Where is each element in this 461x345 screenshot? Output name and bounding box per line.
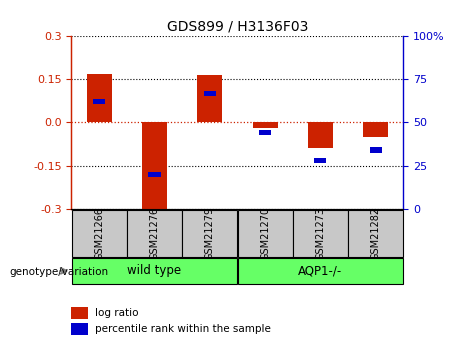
Text: AQP1-/-: AQP1-/- (298, 264, 343, 277)
Bar (363, 122, 388, 137)
Bar (127, 210, 182, 257)
Text: wild type: wild type (127, 264, 182, 277)
Bar (71, 323, 88, 335)
Bar (293, 210, 348, 257)
Bar (87, 73, 112, 122)
Text: GSM21273: GSM21273 (315, 207, 325, 260)
Bar (142, 122, 167, 210)
Bar (71, 258, 237, 284)
Text: log ratio: log ratio (95, 308, 138, 318)
Text: GSM21279: GSM21279 (205, 207, 215, 260)
Text: GSM21276: GSM21276 (149, 207, 160, 260)
Bar (93, 99, 105, 104)
Bar (148, 171, 160, 177)
Bar (348, 210, 403, 257)
Bar (182, 210, 237, 257)
Text: percentile rank within the sample: percentile rank within the sample (95, 324, 271, 334)
Bar (71, 307, 88, 319)
Bar (197, 75, 222, 122)
Text: genotype/variation: genotype/variation (9, 267, 108, 276)
Bar (259, 130, 271, 135)
Bar (370, 147, 382, 152)
Bar (308, 122, 333, 148)
Bar (253, 122, 278, 128)
Text: GSM21270: GSM21270 (260, 207, 270, 260)
Text: GSM21282: GSM21282 (371, 207, 381, 260)
Bar (314, 158, 326, 163)
Bar (237, 210, 293, 257)
Bar (71, 210, 127, 257)
Text: GSM21266: GSM21266 (94, 207, 104, 260)
Title: GDS899 / H3136F03: GDS899 / H3136F03 (167, 20, 308, 34)
Bar (237, 258, 403, 284)
Bar (204, 90, 216, 96)
